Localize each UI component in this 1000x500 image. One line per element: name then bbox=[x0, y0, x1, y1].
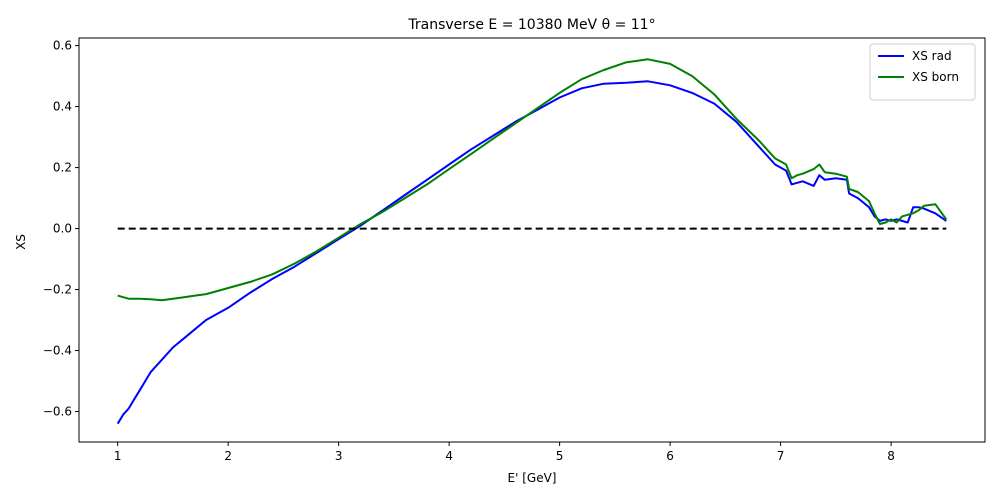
y-tick-label: 0.6 bbox=[53, 39, 72, 53]
y-tick-label: −0.2 bbox=[43, 283, 72, 297]
series-group bbox=[116, 58, 948, 425]
legend: XS rad XS born bbox=[869, 43, 976, 101]
y-tick-label: −0.6 bbox=[43, 405, 72, 419]
x-tick-label: 7 bbox=[777, 449, 785, 463]
legend-label: XS rad bbox=[912, 49, 952, 63]
x-tick-label: 6 bbox=[666, 449, 674, 463]
x-axis-label: E' [GeV] bbox=[508, 471, 557, 485]
x-tick-label: 3 bbox=[335, 449, 343, 463]
x-tick-label: 5 bbox=[556, 449, 564, 463]
y-axis-label: XS bbox=[14, 234, 28, 250]
chart-title: Transverse E = 10380 MeV θ = 11° bbox=[407, 17, 655, 33]
ticks-group: 1 2 3 4 5 6 7 8 −0.6 −0.4 −0.2 0.0 0.2 0.4 0.6 bbox=[43, 39, 895, 463]
x-tick-label: 2 bbox=[224, 449, 232, 463]
x-tick-label: 1 bbox=[114, 449, 122, 463]
y-tick-label: 0.0 bbox=[53, 222, 72, 236]
plot-frame bbox=[78, 37, 986, 443]
y-tick-label: 0.4 bbox=[53, 100, 72, 114]
series-line-xs-born bbox=[117, 58, 948, 302]
series-line-xs-rad bbox=[116, 80, 947, 425]
y-tick-label: −0.4 bbox=[43, 344, 72, 358]
legend-label: XS born bbox=[912, 70, 959, 84]
x-tick-label: 4 bbox=[445, 449, 453, 463]
y-tick-label: 0.2 bbox=[53, 161, 72, 175]
legend-box bbox=[869, 43, 976, 101]
x-tick-label: 8 bbox=[887, 449, 895, 463]
